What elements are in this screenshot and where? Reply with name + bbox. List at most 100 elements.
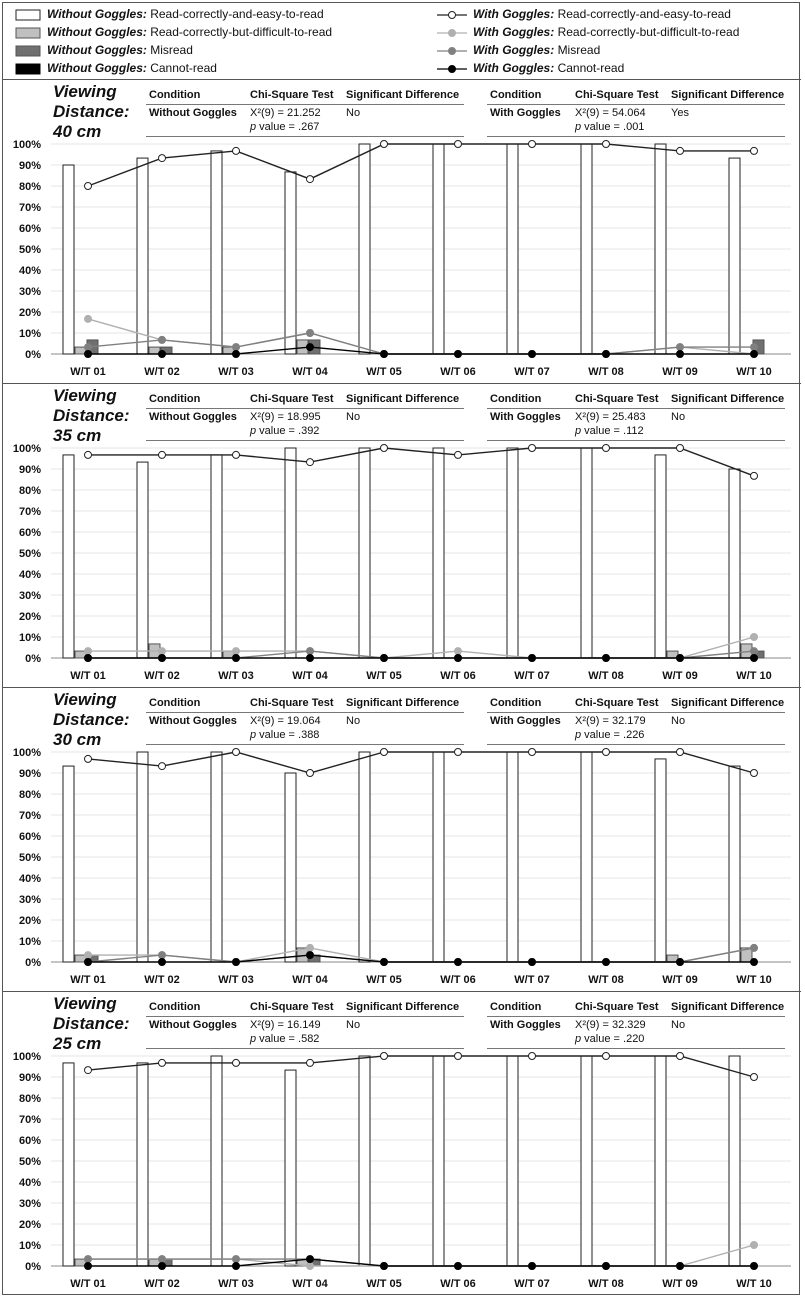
line-cannot bbox=[88, 954, 754, 963]
stats-header-condition: Condition bbox=[490, 697, 542, 709]
y-tick-label: 10% bbox=[19, 1240, 41, 1252]
y-tick-label: 50% bbox=[19, 548, 41, 560]
line-marker bbox=[84, 450, 92, 459]
stats-chi: X²(9) = 16.149 bbox=[250, 1019, 321, 1031]
chart-30cm: 0% 10% 20% 30% 40% 50% 60% 70% 80% 90% 100% W/T 01 W… bbox=[13, 747, 791, 986]
legend-label: Read-correctly-but-difficult-to-read bbox=[150, 25, 333, 39]
line-marker bbox=[380, 748, 388, 756]
line-marker bbox=[528, 958, 536, 966]
bar-easy bbox=[358, 447, 371, 659]
y-tick-label: 100% bbox=[13, 139, 41, 151]
stats-rule bbox=[146, 744, 464, 745]
chart-40cm: 0% 10% 20% 30% 40% 50% 60% 70% 80% 90% 100% W/T 01 W… bbox=[13, 139, 791, 378]
stats-rule bbox=[487, 136, 785, 137]
stats-chi: X²(9) = 54.064 bbox=[575, 107, 646, 119]
line-marker bbox=[84, 1066, 92, 1075]
legend-swatch-bar-lightgray bbox=[15, 27, 41, 39]
x-tick-label: W/T 09 bbox=[662, 1278, 697, 1290]
x-tick-label: W/T 02 bbox=[144, 366, 179, 378]
x-tick-label: W/T 09 bbox=[662, 670, 697, 682]
bar-easy bbox=[654, 143, 667, 355]
y-tick-label: 60% bbox=[19, 527, 41, 539]
stats-condition: With Goggles bbox=[490, 411, 561, 423]
stats-chi: X²(9) = 32.179 bbox=[575, 715, 646, 727]
x-tick-label: W/T 10 bbox=[736, 1278, 771, 1290]
y-tick-label: 70% bbox=[19, 202, 41, 214]
legend-item: Without Goggles: Cannot-read bbox=[15, 60, 217, 76]
line-marker bbox=[84, 343, 92, 352]
line-easy bbox=[87, 143, 754, 187]
y-tick-label: 60% bbox=[19, 831, 41, 843]
x-tick-label: W/T 02 bbox=[144, 974, 179, 986]
line-marker bbox=[750, 1241, 758, 1249]
stats-sig: No bbox=[671, 411, 686, 423]
x-tick-label: W/T 04 bbox=[292, 974, 328, 986]
line-marker bbox=[306, 343, 314, 352]
line-marker bbox=[454, 958, 462, 966]
legend-cond: Without Goggles: bbox=[47, 7, 147, 21]
viewing-label: Viewing bbox=[53, 690, 117, 709]
line-marker bbox=[158, 1255, 166, 1264]
bar-easy bbox=[284, 772, 297, 963]
stats-chi: X²(9) = 32.329 bbox=[575, 1019, 646, 1031]
x-tick-label: W/T 02 bbox=[144, 1278, 179, 1290]
legend-item: Without Goggles: Misread bbox=[15, 42, 193, 58]
x-tick-label: W/T 06 bbox=[440, 366, 475, 378]
bar-easy bbox=[136, 751, 149, 963]
legend-label: Cannot-read bbox=[557, 61, 625, 75]
line-marker bbox=[602, 958, 610, 966]
line-marker bbox=[380, 350, 388, 358]
bar-easy bbox=[654, 758, 667, 963]
legend-cond: Without Goggles: bbox=[47, 43, 147, 57]
stats-p: p value = .392 bbox=[250, 424, 319, 438]
x-tick-label: W/T 06 bbox=[440, 1278, 475, 1290]
bar-difficult bbox=[74, 346, 87, 355]
y-tick-label: 70% bbox=[19, 506, 41, 518]
bar-difficult bbox=[74, 1258, 87, 1267]
distance-label: Distance: bbox=[53, 710, 130, 729]
stats-condition: Without Goggles bbox=[149, 715, 237, 727]
x-tick-label: W/T 07 bbox=[514, 670, 549, 682]
bar-easy bbox=[136, 1062, 149, 1267]
stats-p: p value = .001 bbox=[575, 120, 644, 134]
y-tick-label: 10% bbox=[19, 632, 41, 644]
x-tick-label: W/T 03 bbox=[218, 366, 253, 378]
stats-header-condition: Condition bbox=[490, 89, 542, 101]
bar-difficult bbox=[74, 650, 87, 659]
stats-p: p value = .267 bbox=[250, 120, 319, 134]
viewing-label: Viewing bbox=[53, 82, 117, 101]
stats-condition: Without Goggles bbox=[149, 411, 237, 423]
bar-easy bbox=[728, 1055, 741, 1267]
stats-rule bbox=[146, 408, 464, 409]
line-marker bbox=[676, 1262, 684, 1270]
stats-rule bbox=[146, 440, 464, 441]
legend-swatch-bar-white bbox=[15, 9, 41, 21]
line-marker bbox=[454, 748, 462, 756]
stats-header-condition: Condition bbox=[149, 697, 201, 709]
stats-rule bbox=[146, 136, 464, 137]
y-tick-label: 20% bbox=[19, 611, 41, 623]
stats-sig: No bbox=[671, 1019, 686, 1031]
y-tick-label: 50% bbox=[19, 852, 41, 864]
line-marker bbox=[750, 343, 758, 352]
line-marker bbox=[676, 146, 684, 155]
stats-p: p value = .226 bbox=[575, 728, 644, 742]
y-tick-label: 50% bbox=[19, 244, 41, 256]
line-marker bbox=[676, 654, 684, 662]
y-tick-label: 10% bbox=[19, 328, 41, 340]
line-marker bbox=[528, 1262, 536, 1270]
stats-rule bbox=[487, 712, 785, 713]
p-label: p bbox=[575, 1033, 582, 1045]
y-tick-label: 80% bbox=[19, 181, 41, 193]
chart-35cm: 0% 10% 20% 30% 40% 50% 60% 70% 80% 90% 100% W/T 01 W… bbox=[13, 443, 791, 682]
line-marker bbox=[602, 748, 610, 756]
stats-chi: X²(9) = 19.064 bbox=[250, 715, 321, 727]
bar-easy bbox=[654, 454, 667, 659]
x-tick-label: W/T 04 bbox=[292, 670, 328, 682]
line-marker bbox=[528, 350, 536, 358]
stats-header-test: Chi-Square Test bbox=[250, 89, 334, 101]
y-tick-label: 20% bbox=[19, 915, 41, 927]
panel-40cm: Viewing Distance: 40 cm Condition Chi-Sq… bbox=[3, 79, 801, 383]
stats-header-test: Chi-Square Test bbox=[575, 697, 659, 709]
x-tick-label: W/T 08 bbox=[588, 974, 623, 986]
